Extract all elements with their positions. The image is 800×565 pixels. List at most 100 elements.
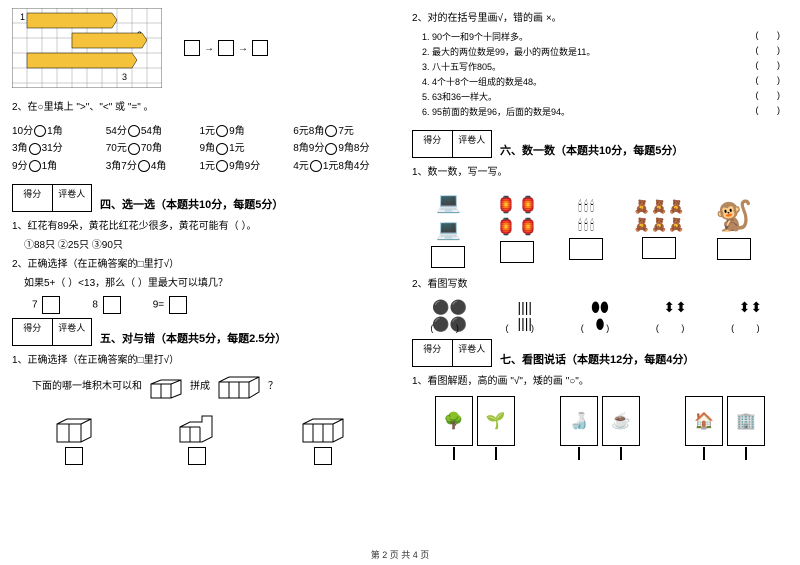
answer-paren[interactable]: ( ) — [581, 323, 620, 333]
count-col: 🐒 — [715, 199, 752, 260]
compare-item: 6元8角7元 — [293, 122, 387, 137]
check-box[interactable] — [453, 447, 455, 460]
tf-answer[interactable]: ( ) — [756, 90, 789, 103]
tf-title: 2、对的在括号里画√，错的画 ×。 — [412, 11, 788, 27]
compare-circle[interactable] — [128, 125, 140, 137]
obj-col: ||||||||( ) — [506, 299, 545, 333]
tally-box[interactable] — [500, 241, 534, 263]
compare-circle[interactable] — [216, 125, 228, 137]
compare-circle[interactable] — [34, 125, 46, 137]
tf-list: 1. 90个一和9个十同样多。( ) 2. 最大的两位数是99，最小的两位数是1… — [422, 30, 788, 118]
compare-circle[interactable] — [138, 160, 150, 172]
tally-box[interactable] — [431, 246, 465, 268]
arrow-icon: → — [204, 43, 214, 54]
check-box[interactable] — [188, 447, 206, 465]
compare-circle[interactable] — [29, 143, 41, 155]
cube-options — [12, 412, 387, 465]
cube-option-3 — [295, 412, 350, 465]
section6-header: 得分 评卷人 六、数一数（本题共10分，每题5分） — [412, 130, 788, 162]
check-box[interactable] — [745, 447, 747, 460]
q6-1: 1、数一数，写一写。 — [412, 165, 788, 181]
monkey-icon: 🐒 — [715, 199, 752, 234]
answer-paren[interactable]: ( ) — [506, 323, 545, 333]
tree-tall-icon: 🌳 — [435, 396, 473, 446]
q6-2: 2、看图写数 — [412, 277, 788, 293]
answer-paren[interactable]: ( ) — [656, 323, 695, 333]
q4-2-text: 如果5+（ ）<13，那么（ ）里最大可以填几？ — [24, 276, 387, 292]
tally-box[interactable] — [642, 237, 676, 259]
compare-circle[interactable] — [216, 143, 228, 155]
seq-box-1[interactable] — [184, 40, 200, 56]
tf-answer[interactable]: ( ) — [756, 105, 789, 118]
page-footer: 第 2 页 共 4 页 — [0, 548, 800, 561]
lantern-icon: 🏮 — [496, 195, 516, 215]
compare-item: 9分1角 — [12, 157, 106, 172]
check-box[interactable] — [314, 447, 332, 465]
height-compare: 🌳 🌱 🍶 ☕ 🏠 🏢 — [412, 396, 788, 459]
compare-item: 8角9分9角8分 — [293, 139, 387, 154]
q5-1: 1、正确选择（在正确答案的□里打√） — [12, 353, 387, 369]
tf-item: 4. 4个十8个一组成的数是48。 — [422, 75, 542, 88]
tf-answer[interactable]: ( ) — [756, 75, 789, 88]
target-cube-1 — [146, 372, 186, 402]
tf-answer[interactable]: ( ) — [756, 60, 789, 73]
section5-title: 五、对与错（本题共5分，每题2.5分） — [100, 330, 286, 346]
tally-box[interactable] — [717, 238, 751, 260]
section5-header: 得分 评卷人 五、对与错（本题共5分，每题2.5分） — [12, 318, 387, 350]
check-box[interactable] — [495, 447, 497, 460]
tf-item: 3. 八十五写作805。 — [422, 60, 501, 73]
svg-text:1: 1 — [20, 12, 25, 22]
count-col: 💻 💻 — [431, 190, 465, 268]
compare-circle[interactable] — [310, 160, 322, 172]
arrow-icon: → — [238, 43, 248, 54]
tree-short-icon: 🌱 — [477, 396, 515, 446]
check-box[interactable] — [620, 447, 622, 460]
grader-label: 评卷人 — [453, 340, 492, 366]
seq-box-3[interactable] — [252, 40, 268, 56]
tf-answer[interactable]: ( ) — [756, 45, 789, 58]
right-column: 2、对的在括号里画√，错的画 ×。 1. 90个一和9个十同样多。( ) 2. … — [400, 0, 800, 565]
score-box: 得分 评卷人 — [412, 339, 492, 367]
answer-paren[interactable]: ( ) — [731, 323, 770, 333]
check-box[interactable] — [703, 447, 705, 460]
check-box[interactable] — [169, 296, 187, 314]
tf-item: 1. 90个一和9个十同样多。 — [422, 30, 528, 43]
house-icon: 🏠 — [685, 396, 723, 446]
computer-icon: 💻 — [436, 217, 461, 242]
check-box[interactable] — [103, 296, 121, 314]
check-box[interactable] — [578, 447, 580, 460]
building-icon: 🏢 — [727, 396, 765, 446]
pic-pair: 🏠 🏢 — [685, 396, 765, 459]
grader-label: 评卷人 — [53, 319, 92, 345]
grader-label: 评卷人 — [453, 131, 492, 157]
section4-title: 四、选一选（本题共10分，每题5分） — [100, 196, 283, 212]
answer-paren[interactable]: ( ) — [430, 323, 469, 333]
score-label: 得分 — [13, 185, 53, 211]
check-box[interactable] — [65, 447, 83, 465]
write-number-row: ⚫⚫⚫⚫( ) ||||||||( ) ⬮⬮⬮( ) ⬍⬍( ) ⬍⬍( ) — [412, 299, 788, 333]
grid-pencil-section: 1 2 3 → → — [12, 8, 387, 88]
count-col: 🏮🏮 🏮🏮 — [496, 195, 538, 263]
abacus-icon: ⬍⬍ — [656, 299, 695, 323]
compare-circle[interactable] — [325, 143, 337, 155]
compare-item: 9角1元 — [200, 139, 294, 154]
dots-icon: ⚫⚫⚫⚫ — [430, 299, 469, 323]
compare-circle[interactable] — [29, 160, 41, 172]
tf-item: 5. 63和36一样大。 — [422, 90, 497, 103]
compare-circle[interactable] — [216, 160, 228, 172]
check-box[interactable] — [42, 296, 60, 314]
compare-circle[interactable] — [128, 143, 140, 155]
seq-box-2[interactable] — [218, 40, 234, 56]
compare-item: 3角31分 — [12, 139, 106, 154]
obj-col: ⬍⬍( ) — [731, 299, 770, 333]
q7-1: 1、看图解题，高的画 "√"，矮的画 "○"。 — [412, 374, 788, 390]
tf-answer[interactable]: ( ) — [756, 30, 789, 43]
compare-item: 1元9角9分 — [200, 157, 294, 172]
option-8: 8 — [92, 296, 122, 314]
sequence-boxes: → → — [182, 40, 270, 56]
pic-pair: 🌳 🌱 — [435, 396, 515, 459]
tally-box[interactable] — [569, 238, 603, 260]
compare-circle[interactable] — [325, 125, 337, 137]
q2-title: 2、在○里填上 ">"、"<" 或 "=" 。 — [12, 100, 387, 116]
obj-col: ⚫⚫⚫⚫( ) — [430, 299, 469, 333]
